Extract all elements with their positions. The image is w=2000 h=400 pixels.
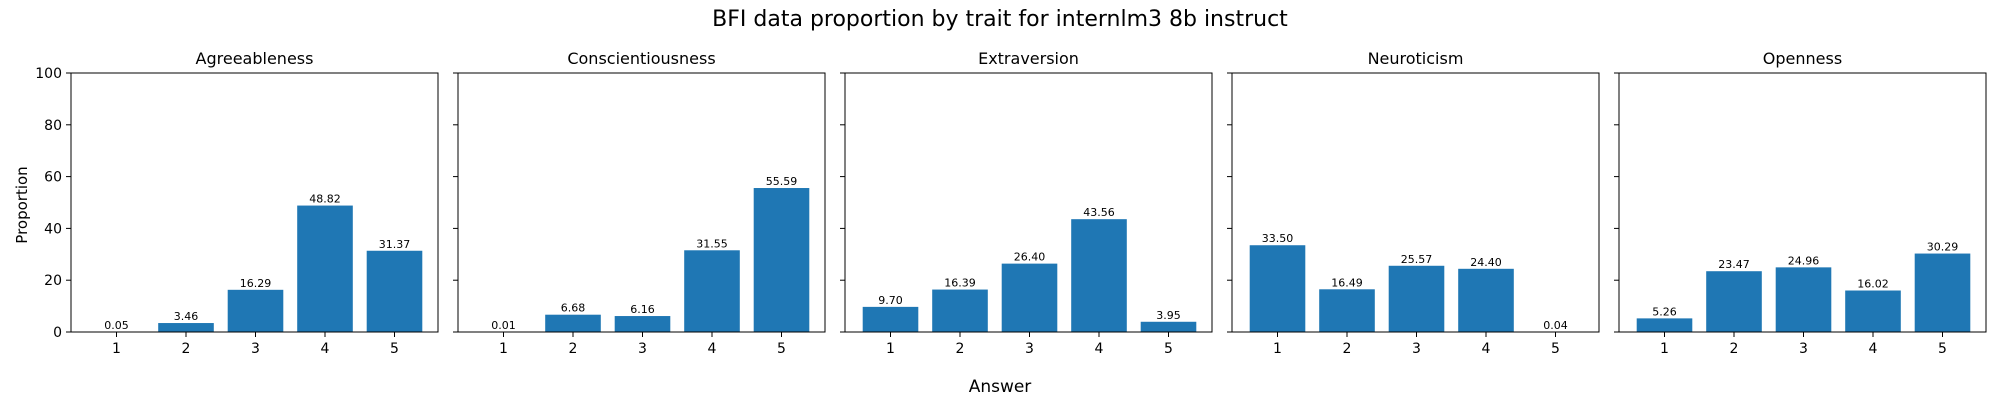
y-tick-label: 40 <box>44 221 62 237</box>
bar-value-label: 16.39 <box>944 277 976 290</box>
x-tick-label: 1 <box>1273 341 1282 357</box>
x-tick-label: 5 <box>1164 341 1173 357</box>
bar-value-label: 48.82 <box>309 193 341 206</box>
bar-value-label: 0.05 <box>104 319 129 332</box>
panel-title-agreeableness: Agreeableness <box>196 49 314 68</box>
panel-title-neuroticism: Neuroticism <box>1368 49 1464 68</box>
bar-value-label: 16.49 <box>1331 276 1363 289</box>
bar-value-label: 6.68 <box>561 302 586 315</box>
bar-value-label: 26.40 <box>1014 251 1046 264</box>
bar <box>1775 267 1832 332</box>
x-tick-label: 3 <box>1025 341 1034 357</box>
bar <box>1636 318 1693 332</box>
bar-value-label: 31.37 <box>379 238 411 251</box>
bar <box>1845 290 1901 332</box>
x-tick-label: 1 <box>886 341 895 357</box>
y-tick-label: 100 <box>35 66 62 82</box>
y-tick-label: 80 <box>44 118 62 134</box>
x-tick-label: 5 <box>1938 341 1947 357</box>
y-tick-label: 20 <box>44 273 62 289</box>
bar-value-label: 3.46 <box>174 310 199 323</box>
x-tick-label: 3 <box>251 341 260 357</box>
x-tick-label: 4 <box>708 341 717 357</box>
x-tick-label: 4 <box>1869 341 1878 357</box>
bar <box>1458 268 1514 332</box>
bar-value-label: 16.02 <box>1857 278 1889 291</box>
bar-value-label: 33.50 <box>1262 232 1294 245</box>
panel-title-conscientiousness: Conscientiousness <box>567 49 715 68</box>
chart-panels: Agreeableness 0 20 40 60 80 100 0.05 1 3.46 2 16.29… <box>35 49 1987 357</box>
x-tick-label: 2 <box>956 341 965 357</box>
panel-title-openness: Openness <box>1763 49 1842 68</box>
bar-value-label: 6.16 <box>630 303 655 316</box>
plot-frame <box>844 72 1213 333</box>
bar <box>684 250 740 332</box>
bar <box>932 289 988 332</box>
y-tick-label: 60 <box>44 170 62 186</box>
x-axis-label: Answer <box>969 377 1032 397</box>
x-tick-label: 1 <box>112 341 121 357</box>
bar <box>158 323 214 332</box>
x-tick-label: 2 <box>182 341 191 357</box>
bar-value-label: 9.70 <box>878 294 903 307</box>
panel-agreeableness: Agreeableness 0 20 40 60 80 100 0.05 1 3.46 2 16.29… <box>35 49 439 357</box>
bar-value-label: 0.01 <box>491 319 516 332</box>
bar <box>1319 289 1375 332</box>
y-tick-label: 0 <box>53 325 62 341</box>
plot-frame <box>457 72 826 333</box>
x-tick-label: 2 <box>1730 341 1739 357</box>
bar-value-label: 31.55 <box>696 237 728 250</box>
bar-value-label: 55.59 <box>766 175 798 188</box>
x-tick-label: 3 <box>1412 341 1421 357</box>
bar <box>862 306 919 332</box>
panel-neuroticism: Neuroticism 33.50 1 16.49 2 25.57 3 24.40 4 0.04 5 <box>1227 49 1600 357</box>
x-tick-label: 2 <box>1343 341 1352 357</box>
bar <box>1001 263 1058 332</box>
panel-extraversion: Extraversion 9.70 1 16.39 2 26.40 3 43.56 4 3.95 5 <box>840 49 1213 357</box>
x-tick-label: 1 <box>1660 341 1669 357</box>
x-tick-label: 5 <box>1551 341 1560 357</box>
bar <box>1706 271 1762 332</box>
bar <box>1388 265 1445 332</box>
bar-value-label: 25.57 <box>1401 253 1433 266</box>
x-tick-label: 4 <box>321 341 330 357</box>
x-tick-label: 3 <box>1799 341 1808 357</box>
plot-frame <box>1231 72 1600 333</box>
bar <box>297 205 353 332</box>
x-tick-label: 5 <box>390 341 399 357</box>
bar-value-label: 3.95 <box>1156 309 1181 322</box>
x-tick-label: 2 <box>569 341 578 357</box>
bar <box>1140 321 1197 332</box>
bar-value-label: 0.04 <box>1543 319 1568 332</box>
x-tick-label: 5 <box>777 341 786 357</box>
plot-frame <box>1618 72 1987 333</box>
panel-conscientiousness: Conscientiousness0.0116.6826.16331.55455… <box>453 49 826 357</box>
bar <box>366 250 423 332</box>
panel-openness: Openness 5.26 1 23.47 2 24.96 3 16.02 4 30.29 5 <box>1614 49 1987 357</box>
figure-title: BFI data proportion by trait for internl… <box>712 7 1288 32</box>
bar <box>753 188 810 332</box>
bar-value-label: 23.47 <box>1718 258 1750 271</box>
bar <box>1914 253 1971 332</box>
bar <box>1071 219 1127 332</box>
panel-title-extraversion: Extraversion <box>978 49 1079 68</box>
bar <box>1249 245 1306 332</box>
bar-value-label: 43.56 <box>1083 206 1115 219</box>
bar-value-label: 16.29 <box>240 277 272 290</box>
x-tick-label: 1 <box>499 341 508 357</box>
bar-value-label: 24.40 <box>1470 256 1502 269</box>
x-tick-label: 4 <box>1482 341 1491 357</box>
bar-value-label: 5.26 <box>1652 305 1677 318</box>
bar-value-label: 30.29 <box>1927 241 1959 254</box>
bar <box>545 314 601 332</box>
bar <box>614 316 671 332</box>
y-axis-label: Proportion <box>13 166 31 243</box>
x-tick-label: 3 <box>638 341 647 357</box>
bar <box>227 289 284 332</box>
plot-frame <box>70 72 439 333</box>
bar-value-label: 24.96 <box>1788 254 1820 267</box>
x-tick-label: 4 <box>1095 341 1104 357</box>
